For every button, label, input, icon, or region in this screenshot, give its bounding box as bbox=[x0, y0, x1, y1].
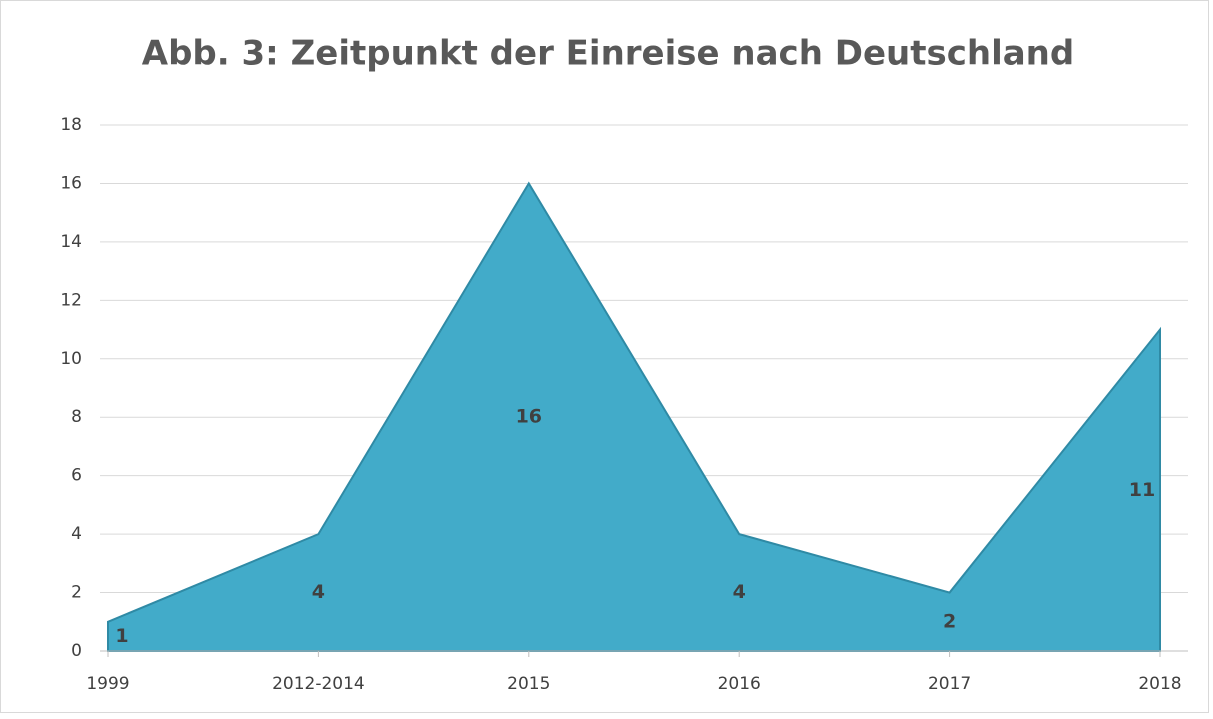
data-label: 11 bbox=[1129, 479, 1155, 501]
y-tick-label: 14 bbox=[60, 232, 82, 252]
y-tick-label: 4 bbox=[71, 524, 82, 544]
data-label: 1 bbox=[115, 625, 128, 647]
data-label: 4 bbox=[312, 581, 325, 603]
x-tick-label: 2016 bbox=[718, 674, 761, 694]
y-tick-label: 18 bbox=[60, 115, 82, 135]
y-tick-label: 2 bbox=[71, 583, 82, 603]
y-tick-label: 12 bbox=[60, 290, 82, 310]
x-tick-label: 1999 bbox=[86, 674, 129, 694]
data-label: 2 bbox=[943, 610, 956, 632]
area bbox=[107, 181, 1161, 652]
y-tick-label: 16 bbox=[60, 173, 82, 193]
y-tick-label: 0 bbox=[71, 641, 82, 661]
data-label: 16 bbox=[516, 406, 542, 428]
y-tick-label: 6 bbox=[71, 466, 82, 486]
y-tick-label: 8 bbox=[71, 407, 82, 427]
x-tick-label: 2012-2014 bbox=[272, 674, 365, 694]
chart-title: Abb. 3: Zeitpunkt der Einreise nach Deut… bbox=[142, 34, 1074, 74]
x-tick-label: 2018 bbox=[1138, 674, 1181, 694]
x-tick-label: 2017 bbox=[928, 674, 971, 694]
x-tick-label: 2015 bbox=[507, 674, 550, 694]
data-label: 4 bbox=[733, 581, 746, 603]
y-tick-label: 10 bbox=[60, 349, 82, 369]
